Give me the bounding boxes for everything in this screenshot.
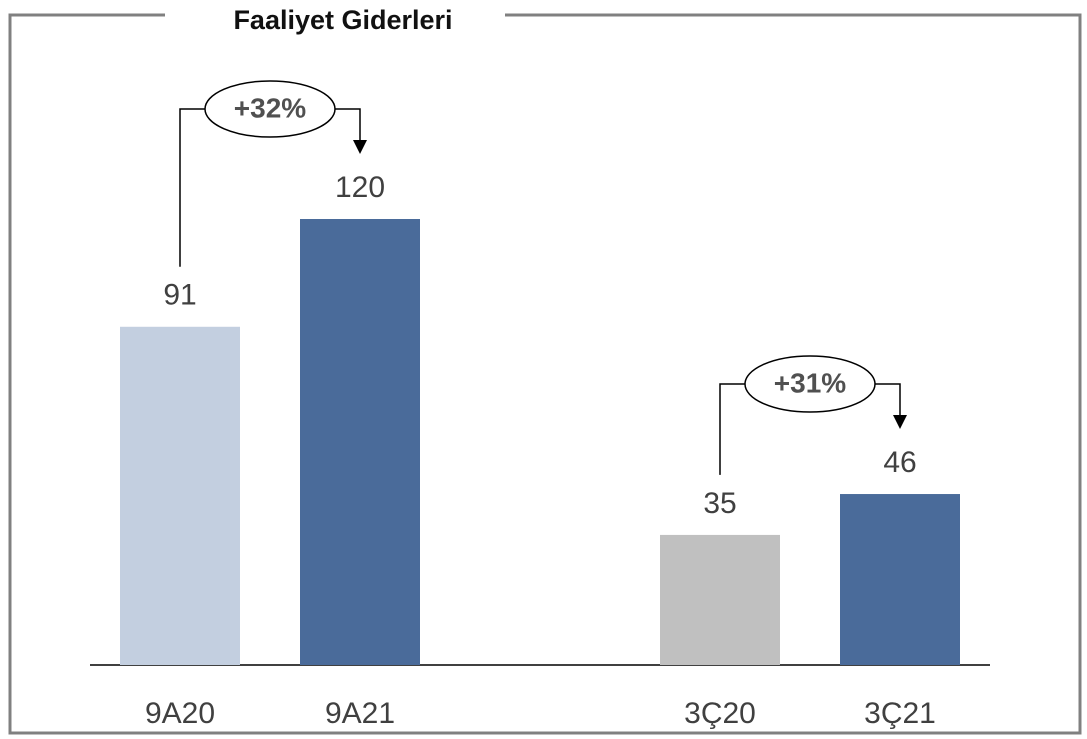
bracket-arrow-line [335, 108, 361, 142]
bracket [719, 383, 745, 475]
bracket [179, 108, 205, 267]
value-label: 120 [335, 171, 385, 204]
bar [840, 494, 960, 665]
x-tick-label: 9A21 [325, 697, 395, 730]
annotation: +31% [774, 367, 846, 398]
annotation: +32% [234, 92, 306, 123]
frame [8, 13, 1082, 735]
annotation-ellipse [744, 355, 876, 413]
x-tick-label: 3Ç20 [684, 697, 756, 730]
bar [120, 326, 240, 665]
x-tick-label: 9A20 [145, 697, 215, 730]
annotation-ellipse [204, 80, 336, 138]
value-label: 91 [163, 279, 196, 312]
chart-title: Faaliyet Giderleri [233, 5, 452, 35]
value-label: 46 [883, 446, 916, 479]
x-tick-label: 3Ç21 [864, 697, 936, 730]
arrow-head [893, 415, 907, 430]
value-label: 35 [703, 487, 736, 520]
bar [300, 219, 420, 665]
bar [660, 534, 780, 665]
bracket-arrow-line [875, 383, 901, 418]
arrow-head [353, 140, 367, 154]
